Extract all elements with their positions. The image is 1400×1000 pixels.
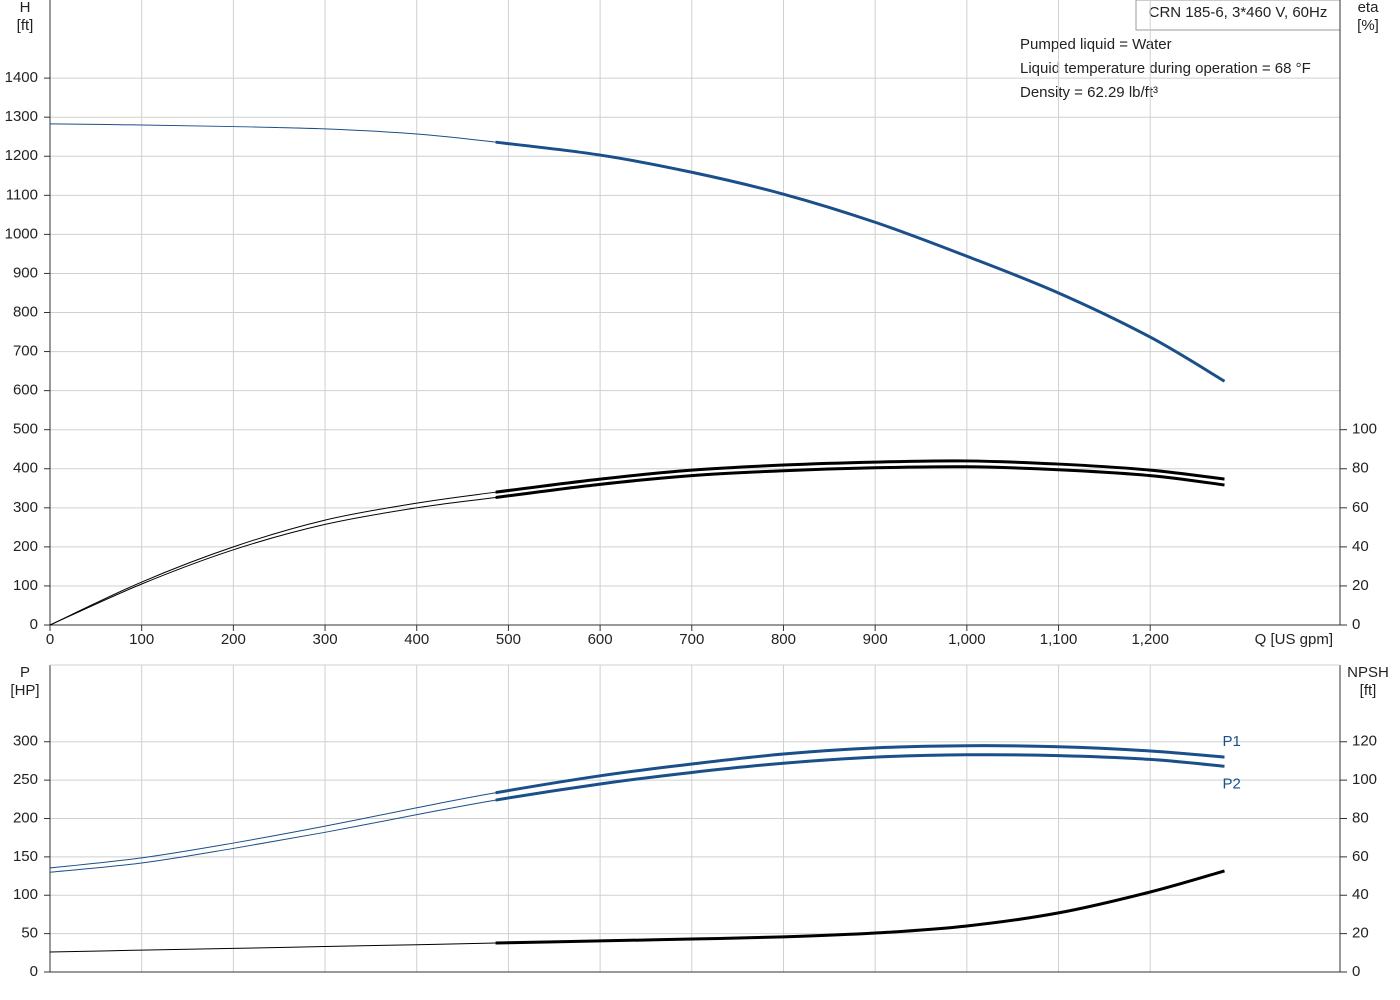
y-axis-label: H [20,0,31,16]
y-tick-label: 100 [13,577,38,594]
series-label: P1 [1222,733,1240,750]
y2-axis-unit: [%] [1357,17,1379,34]
curve [49,466,1225,626]
y-axis-unit: [ft] [17,17,34,34]
y2-tick-label: 120 [1352,733,1377,750]
x-tick-label: 500 [496,631,521,648]
x-tick-label: 1,200 [1131,631,1169,648]
y2-tick-label: 80 [1352,809,1369,826]
y2-tick-label: 20 [1352,925,1369,942]
y2-tick-label: 20 [1352,577,1369,594]
y2-tick-label: 40 [1352,886,1369,903]
x-tick-label: 1,100 [1040,631,1078,648]
x-tick-label: 100 [129,631,154,648]
y2-axis-label: NPSH [1347,664,1389,681]
y2-tick-label: 0 [1352,963,1360,980]
y-tick-label: 50 [21,925,38,942]
y-tick-label: 0 [30,963,38,980]
y2-tick-label: 40 [1352,538,1369,555]
x-tick-label: 0 [46,631,54,648]
y-tick-label: 600 [13,382,38,399]
curve-duty [495,140,1226,383]
y-tick-label: 300 [13,499,38,516]
x-tick-label: 1,000 [948,631,986,648]
y2-axis-label: eta [1358,0,1380,16]
chart-title: CRN 185-6, 3*460 V, 60Hz [1149,4,1328,21]
y2-tick-label: 100 [1352,421,1377,438]
curve [49,754,1225,873]
curve-duty [495,753,1225,802]
y-tick-label: 1400 [5,69,38,86]
y2-tick-label: 60 [1352,848,1369,865]
y-tick-label: 1300 [5,108,38,125]
x-tick-label: 800 [771,631,796,648]
y2-tick-label: 60 [1352,499,1369,516]
x-tick-label: 300 [313,631,338,648]
y-tick-label: 0 [30,616,38,633]
curve-duty [495,465,1225,499]
x-tick-label: 700 [679,631,704,648]
y2-axis-unit: [ft] [1360,682,1377,699]
y-tick-label: 250 [13,771,38,788]
y-tick-label: 500 [13,421,38,438]
note: Liquid temperature during operation = 68… [1020,60,1311,77]
curve-duty [495,459,1225,494]
y-tick-label: 1200 [5,147,38,164]
x-tick-label: 600 [588,631,613,648]
y-tick-label: 800 [13,303,38,320]
y2-tick-label: 80 [1352,460,1369,477]
curve-duty [495,744,1225,795]
note: Pumped liquid = Water [1020,36,1172,53]
y-tick-label: 200 [13,538,38,555]
x-tick-label: 200 [221,631,246,648]
y-tick-label: 100 [13,886,38,903]
y-tick-label: 700 [13,343,38,360]
y-axis-label: P [20,664,30,681]
y2-tick-label: 100 [1352,771,1377,788]
y-tick-label: 150 [13,848,38,865]
y-tick-label: 300 [13,733,38,750]
y-tick-label: 900 [13,264,38,281]
y-tick-label: 400 [13,460,38,477]
title-box [1135,0,1341,31]
y-tick-label: 200 [13,809,38,826]
x-tick-label: 900 [863,631,888,648]
series-label: P2 [1222,775,1240,792]
y-axis-unit: [HP] [10,682,39,699]
x-axis-label: Q [US gpm] [1255,631,1333,648]
x-tick-label: 400 [404,631,429,648]
y-tick-label: 1000 [5,225,38,242]
y2-tick-label: 0 [1352,616,1360,633]
curve-duty [495,869,1225,945]
note: Density = 62.29 lb/ft³ [1020,84,1158,101]
y-tick-label: 1100 [6,186,38,203]
curve [49,460,1225,626]
